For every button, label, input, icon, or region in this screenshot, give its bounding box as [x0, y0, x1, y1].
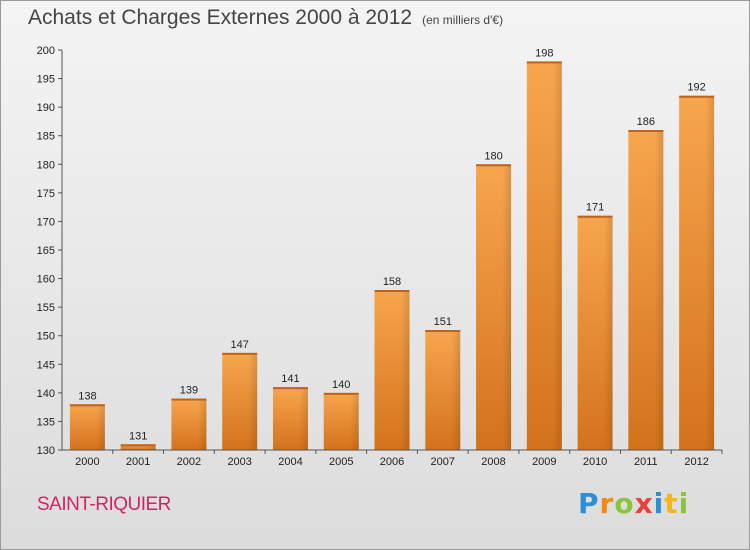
bar-shade	[171, 398, 207, 450]
y-tick-label: 140	[37, 388, 55, 400]
bar-2009: 198	[526, 47, 562, 451]
x-tick-label: 2005	[329, 456, 353, 468]
bar-cap	[171, 398, 207, 401]
x-tick-label: 2004	[278, 456, 302, 468]
bar-value-label: 171	[586, 202, 604, 214]
x-tick-label: 2006	[380, 456, 404, 468]
y-tick-label: 180	[37, 159, 55, 171]
bar-2000: 138	[69, 390, 105, 450]
bar-value-label: 158	[383, 276, 401, 288]
bars-group: 138 131 139 147 141 140 158 151 180 198 171 186 192	[69, 47, 715, 451]
y-tick-label: 145	[37, 359, 55, 371]
bar-shade	[425, 330, 461, 450]
bar-cap	[425, 330, 461, 332]
x-tick-label: 2012	[684, 456, 708, 468]
chart-title-text: Achats et Charges Externes 2000 à 2012	[28, 6, 413, 29]
bar-cap	[679, 95, 715, 98]
bar-2002: 139	[171, 385, 207, 450]
x-tick-label: 2008	[481, 456, 505, 468]
bar-value-label: 140	[332, 379, 350, 391]
bar-2008: 180	[476, 150, 512, 451]
y-tick-label: 130	[37, 445, 55, 457]
bar-shade	[476, 164, 512, 451]
bar-value-label: 139	[180, 385, 198, 397]
bar-cap	[476, 164, 512, 167]
y-tick-label: 200	[37, 45, 55, 57]
x-tick-label: 2001	[126, 456, 150, 468]
bar-value-label: 147	[231, 339, 249, 351]
bar-2011: 186	[628, 116, 664, 450]
bar-value-label: 151	[434, 316, 452, 328]
bar-value-label: 131	[129, 430, 147, 442]
bar-cap	[120, 444, 156, 447]
bar-2010: 171	[577, 202, 613, 450]
bar-2004: 141	[272, 373, 308, 450]
x-tick-label: 2002	[177, 456, 201, 468]
commune-name: SAINT-RIQUIER	[37, 494, 171, 515]
proxiti-logo: Proxiti	[578, 487, 690, 520]
bar-2006: 158	[374, 276, 410, 450]
x-tick-label: 2009	[532, 456, 556, 468]
bar-cap	[374, 290, 410, 292]
bar-shade	[222, 352, 258, 450]
bar-value-label: 138	[78, 390, 96, 402]
bar-value-label: 180	[484, 150, 502, 162]
bar-shade	[323, 392, 359, 450]
bar-2001: 131	[120, 430, 156, 450]
y-tick-label: 185	[37, 131, 55, 143]
y-tick-label: 150	[37, 331, 55, 343]
x-tick-label: 2010	[583, 456, 607, 468]
bar-shade	[628, 130, 664, 450]
bar-shade	[577, 215, 613, 450]
bar-value-label: 198	[535, 47, 553, 59]
x-tick-label: 2007	[431, 456, 455, 468]
bar-shade	[272, 387, 308, 450]
bar-shade	[679, 95, 715, 450]
bar-cap	[69, 404, 105, 407]
axes-group: 2000 2001 2002 2003 2004 2005 2006 2007 2008 2009…	[37, 45, 723, 468]
bar-cap	[323, 392, 359, 395]
bar-value-label: 192	[687, 82, 705, 94]
bar-cap	[526, 61, 562, 64]
bar-2012: 192	[679, 82, 715, 450]
y-tick-label: 195	[37, 74, 55, 86]
bar-cap	[577, 215, 613, 218]
x-tick-label: 2003	[227, 456, 251, 468]
bar-shade	[374, 290, 410, 450]
bar-2007: 151	[425, 316, 461, 450]
bar-2005: 140	[323, 379, 359, 450]
bar-shade	[526, 61, 562, 451]
y-tick-label: 170	[37, 216, 55, 228]
y-tick-label: 155	[37, 302, 55, 314]
y-tick-label: 175	[37, 188, 55, 200]
bar-cap	[222, 352, 258, 355]
x-tick-label: 2011	[634, 456, 658, 468]
bar-cap	[272, 387, 308, 390]
chart-title: Achats et Charges Externes 2000 à 2012 (e…	[28, 6, 503, 30]
chart-unit: (en milliers d'€)	[422, 13, 504, 27]
bar-value-label: 186	[637, 116, 655, 128]
y-tick-label: 165	[37, 245, 55, 257]
y-tick-label: 190	[37, 102, 55, 114]
bar-shade	[120, 444, 156, 450]
y-tick-label: 135	[37, 416, 55, 428]
bar-value-label: 141	[281, 373, 299, 385]
x-tick-label: 2000	[75, 456, 99, 468]
bar-2003: 147	[222, 339, 258, 450]
y-tick-label: 160	[37, 274, 55, 286]
bar-cap	[628, 130, 664, 132]
bar-shade	[69, 404, 105, 450]
